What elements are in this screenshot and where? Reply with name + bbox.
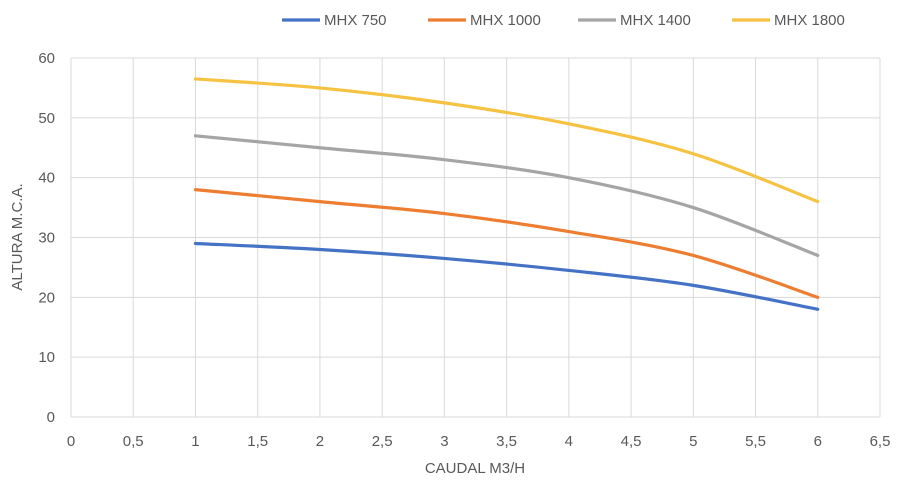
- x-tick-label: 1,5: [247, 433, 268, 450]
- series-line-mhx-1800: [193, 77, 820, 204]
- y-axis-title: ALTURA M.C.A.: [9, 183, 26, 290]
- y-tick-label: 10: [38, 349, 55, 366]
- y-tick-label: 0: [47, 409, 55, 426]
- x-tick-label: 5,5: [745, 433, 766, 450]
- x-tick-label: 4,5: [621, 433, 642, 450]
- x-tick-label: 4: [565, 433, 573, 450]
- series-line-mhx-1000: [193, 188, 820, 299]
- y-tick-label: 20: [38, 289, 55, 306]
- x-tick-label: 2: [316, 433, 324, 450]
- legend-label-mhx-750: MHX 750: [324, 12, 387, 29]
- series-lines: [193, 77, 820, 311]
- y-tick-label: 50: [38, 110, 55, 127]
- legend-label-mhx-1000: MHX 1000: [470, 12, 541, 29]
- legend: MHX 750 MHX 1000 MHX 1400 MHX 1800: [282, 12, 845, 29]
- y-tick-label: 40: [38, 170, 55, 187]
- x-tick-label: 1: [191, 433, 199, 450]
- gridlines: [70, 57, 881, 418]
- x-tick-label: 3: [440, 433, 448, 450]
- series-line-mhx-1400: [193, 134, 820, 258]
- x-tick-label: 3,5: [496, 433, 517, 450]
- legend-label-mhx-1800: MHX 1800: [774, 12, 845, 29]
- x-tick-label: 2,5: [372, 433, 393, 450]
- y-tick-label: 60: [38, 50, 55, 67]
- x-tick-label: 0: [67, 433, 75, 450]
- x-axis-title: CAUDAL M3/H: [425, 460, 525, 477]
- x-tick-label: 0,5: [123, 433, 144, 450]
- series-line-mhx-750: [193, 241, 820, 311]
- x-tick-label: 5: [689, 433, 697, 450]
- x-tick-label: 6,5: [870, 433, 891, 450]
- y-tick-label: 30: [38, 230, 55, 247]
- legend-label-mhx-1400: MHX 1400: [620, 12, 691, 29]
- x-axis-ticks: 0 0,5 1 1,5 2 2,5 3 3,5 4 4,5 5 5,5 6 6,5: [67, 433, 891, 450]
- y-axis-ticks: 0 10 20 30 40 50 60: [38, 50, 55, 426]
- x-tick-label: 6: [814, 433, 822, 450]
